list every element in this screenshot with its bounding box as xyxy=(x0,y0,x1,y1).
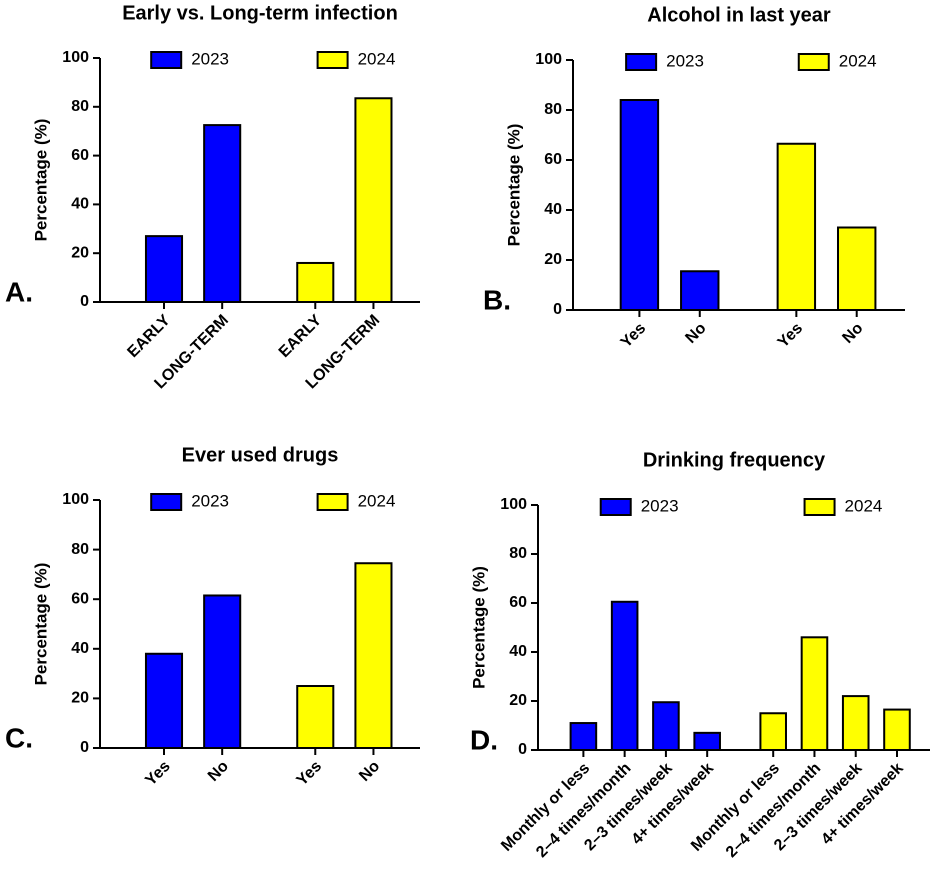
y-tick-label: 80 xyxy=(509,545,527,562)
y-tick-label: 60 xyxy=(509,594,527,611)
panel-label: D. xyxy=(470,724,498,755)
y-tick-label: 60 xyxy=(544,151,562,168)
y-tick-label: 20 xyxy=(544,251,562,268)
legend-swatch xyxy=(599,498,632,516)
bar xyxy=(800,636,829,751)
x-tick-label: Yes xyxy=(618,320,650,352)
y-tick-label: 0 xyxy=(80,739,89,756)
y-tick-label: 100 xyxy=(535,51,562,68)
y-tick-label: 80 xyxy=(71,541,89,558)
legend-swatch xyxy=(150,51,183,69)
legend-swatch xyxy=(803,498,836,516)
legend-swatch xyxy=(150,493,183,511)
bar xyxy=(296,685,335,749)
bar xyxy=(610,600,639,752)
y-tick-label: 0 xyxy=(80,293,89,310)
chart-title: Alcohol in last year xyxy=(647,4,831,26)
bar xyxy=(693,731,721,751)
legend-label: 2024 xyxy=(845,496,883,515)
bar xyxy=(841,695,870,751)
panel-label: A. xyxy=(5,276,33,307)
y-tick-label: 80 xyxy=(71,98,89,115)
x-tick-label: No xyxy=(205,758,232,785)
x-tick-label: EARLY xyxy=(124,312,174,362)
legend-label: 2023 xyxy=(191,491,229,510)
x-tick-label: No xyxy=(356,758,383,785)
panel-label: C. xyxy=(5,722,33,753)
bar xyxy=(144,652,184,750)
y-tick-label: 0 xyxy=(553,301,562,318)
bar xyxy=(619,99,660,311)
y-axis-title: Percentage (%) xyxy=(469,566,488,689)
y-axis-title: Percentage (%) xyxy=(31,119,50,242)
legend-label: 2024 xyxy=(358,491,396,510)
bar xyxy=(883,708,911,752)
y-tick-label: 40 xyxy=(509,643,527,660)
legend-label: 2023 xyxy=(666,51,704,70)
chart-title: Drinking frequency xyxy=(643,449,826,471)
y-tick-label: 0 xyxy=(518,741,527,758)
bar xyxy=(680,270,720,311)
chart-title: Early vs. Long-term infection xyxy=(122,2,398,24)
y-tick-label: 100 xyxy=(500,496,527,513)
legend-label: 2024 xyxy=(358,49,396,68)
bar xyxy=(354,97,393,304)
bar xyxy=(296,261,335,303)
y-tick-label: 20 xyxy=(509,692,527,709)
x-tick-label: Yes xyxy=(142,758,174,790)
y-tick-label: 60 xyxy=(71,590,89,607)
y-tick-label: 40 xyxy=(71,196,89,213)
bar xyxy=(569,722,598,751)
legend-swatch xyxy=(316,51,349,69)
legend-swatch xyxy=(625,53,658,71)
y-axis-title: Percentage (%) xyxy=(504,124,523,247)
bar xyxy=(652,701,680,751)
legend-swatch xyxy=(797,53,830,71)
bar xyxy=(144,235,184,303)
x-tick-label: Yes xyxy=(775,320,807,352)
y-tick-label: 20 xyxy=(71,690,89,707)
legend-label: 2024 xyxy=(839,51,877,70)
y-tick-label: 40 xyxy=(544,201,562,218)
y-tick-label: 100 xyxy=(62,49,89,66)
x-tick-label: EARLY xyxy=(276,312,326,362)
bar xyxy=(203,124,242,303)
x-tick-label: No xyxy=(839,320,866,347)
x-tick-label: Yes xyxy=(294,758,326,790)
bar xyxy=(354,562,393,749)
legend-swatch xyxy=(316,493,349,511)
bar xyxy=(759,712,787,751)
bar xyxy=(836,226,877,311)
legend-label: 2023 xyxy=(191,49,229,68)
y-tick-label: 60 xyxy=(71,147,89,164)
bar xyxy=(776,142,817,311)
y-axis-title: Percentage (%) xyxy=(31,563,50,686)
panel-label: B. xyxy=(483,284,511,315)
y-tick-label: 20 xyxy=(71,244,89,261)
x-tick-label: No xyxy=(682,320,709,347)
bar xyxy=(203,594,242,749)
y-tick-label: 100 xyxy=(62,491,89,508)
y-tick-label: 80 xyxy=(544,101,562,118)
y-tick-label: 40 xyxy=(71,640,89,657)
legend-label: 2023 xyxy=(641,496,679,515)
chart-title: Ever used drugs xyxy=(182,444,339,466)
